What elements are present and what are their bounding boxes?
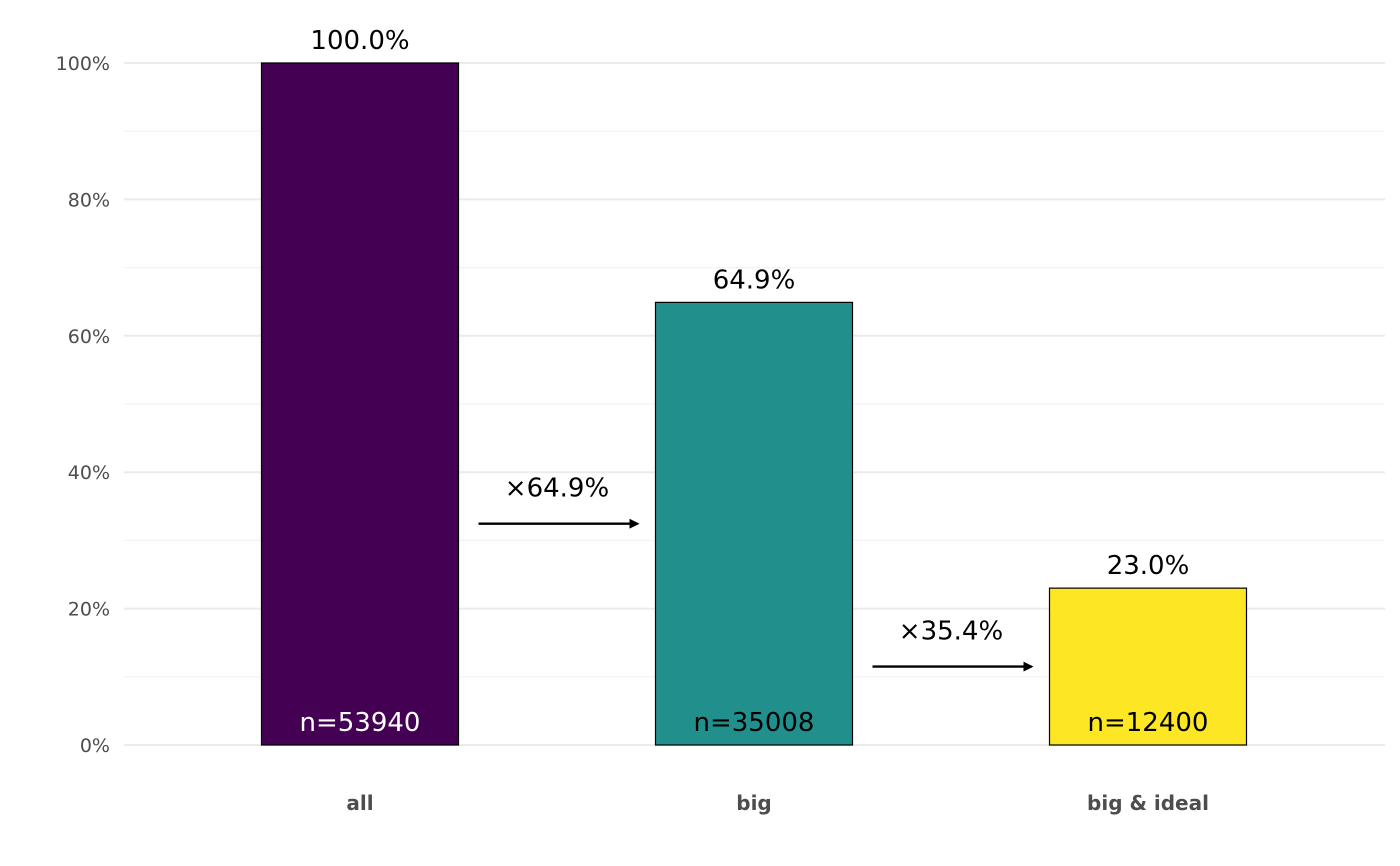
ratio-label: ×64.9% bbox=[505, 474, 609, 504]
bar bbox=[654, 301, 854, 746]
y-tick-label: 40% bbox=[68, 462, 110, 484]
ratio-label: ×35.4% bbox=[899, 617, 1003, 647]
x-category-label: big bbox=[736, 791, 772, 815]
y-tick-label: 80% bbox=[68, 189, 110, 211]
y-axis-ticks: 0% 20% 40% 60% 80% 100% bbox=[56, 53, 110, 757]
bar-value-label: 100.0% bbox=[310, 26, 409, 56]
bar-value-label: 23.0% bbox=[1107, 551, 1190, 581]
bar-count-label: n=12400 bbox=[1088, 708, 1209, 738]
y-tick-label: 100% bbox=[56, 53, 110, 75]
bar-value-label: 64.9% bbox=[713, 265, 796, 295]
x-category-label: big & ideal bbox=[1087, 791, 1209, 815]
bars bbox=[260, 62, 1248, 746]
y-tick-label: 60% bbox=[68, 326, 110, 348]
y-tick-label: 20% bbox=[68, 599, 110, 621]
x-axis-categories: all big big & ideal bbox=[346, 791, 1209, 815]
bar-labels: 100.0% n=53940 64.9% n=35008 23.0% n=12400 bbox=[300, 26, 1209, 738]
bar-count-label: n=35008 bbox=[694, 708, 815, 738]
y-tick-label: 0% bbox=[80, 735, 110, 757]
bar bbox=[260, 62, 460, 746]
bar-count-label: n=53940 bbox=[300, 708, 421, 738]
bar bbox=[1048, 587, 1248, 746]
ratio-arrows: ×64.9% ×35.4% bbox=[478, 474, 1034, 672]
x-category-label: all bbox=[346, 791, 373, 815]
